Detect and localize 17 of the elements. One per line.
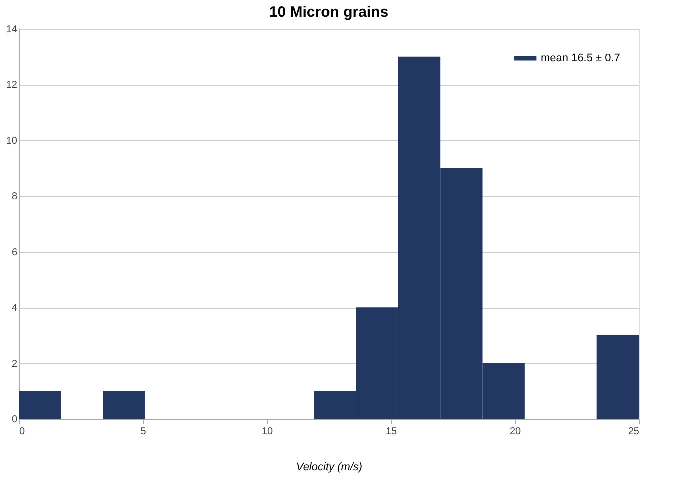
y-tick-label: 4	[12, 303, 18, 314]
x-tick-label: 10	[262, 426, 274, 438]
x-tick-label: 25	[628, 426, 640, 438]
chart-title: 10 Micron grains	[269, 4, 389, 21]
x-tick-label: 0	[20, 426, 26, 438]
y-tick-label: 12	[6, 80, 18, 92]
x-tick-label: 5	[140, 426, 147, 438]
y-tick-label: 0	[12, 414, 18, 426]
y-tick-label: 6	[12, 247, 18, 258]
y-tick-label: 2	[12, 358, 18, 370]
y-tick-label: 8	[12, 192, 18, 203]
x-tick-label: 20	[510, 426, 522, 438]
legend-label: mean 16.5 ± 0.7	[541, 52, 620, 64]
x-tick-label: 15	[386, 426, 398, 438]
y-tick-label: 10	[6, 136, 18, 147]
x-axis-title: Velocity (m/s)	[296, 462, 363, 474]
y-tick-label: 14	[6, 24, 18, 36]
